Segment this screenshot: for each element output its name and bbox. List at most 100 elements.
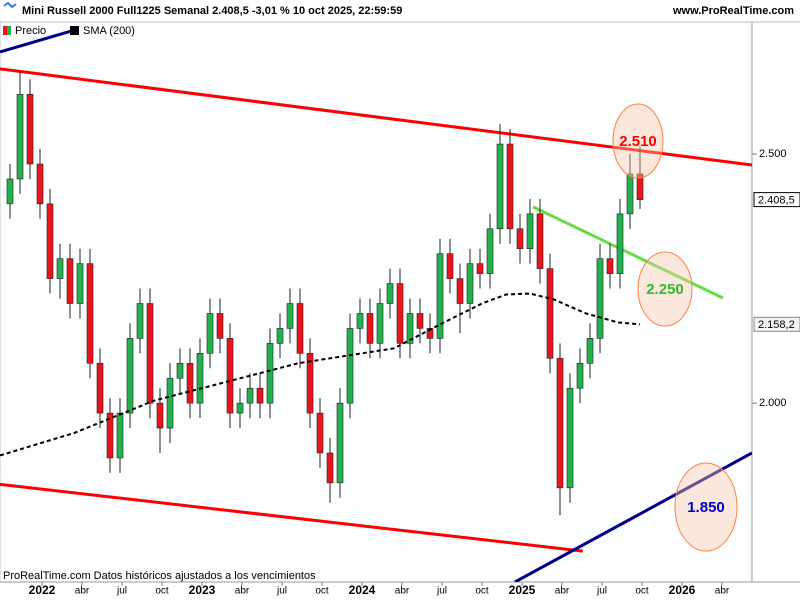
candle-body bbox=[416, 313, 424, 329]
sma-line bbox=[0, 292, 641, 457]
trend-line bbox=[514, 451, 752, 582]
candle-body bbox=[316, 412, 324, 454]
candle-body bbox=[186, 362, 194, 404]
legend-icon bbox=[70, 26, 79, 35]
candle-body bbox=[346, 328, 354, 404]
price-box bbox=[753, 192, 800, 208]
candle-body bbox=[236, 402, 244, 414]
candle-body bbox=[446, 253, 454, 279]
candle-body bbox=[6, 178, 14, 205]
candle-body bbox=[96, 362, 104, 414]
candle-body bbox=[556, 357, 564, 489]
x-tick-label: 2024 bbox=[349, 583, 376, 597]
trend-line bbox=[0, 28, 76, 54]
candle-body bbox=[56, 258, 64, 279]
candle-body bbox=[266, 343, 274, 404]
annotation-label: 2.510 bbox=[619, 133, 657, 150]
candle-body bbox=[576, 362, 584, 389]
x-tick-label: jul bbox=[436, 586, 447, 597]
legend-label: Precio bbox=[15, 25, 46, 37]
candle-body bbox=[466, 263, 474, 304]
candle-body bbox=[156, 402, 164, 429]
candle-body bbox=[136, 303, 144, 339]
candle-body bbox=[496, 143, 504, 230]
candle-body bbox=[116, 412, 124, 459]
source: www.ProRealTime.com bbox=[672, 5, 794, 17]
x-tick-label: jul bbox=[596, 586, 607, 597]
candle-body bbox=[176, 362, 184, 379]
x-tick-label: oct bbox=[635, 586, 649, 597]
legend-icon bbox=[3, 26, 7, 35]
candle-body bbox=[196, 353, 204, 404]
candle-body bbox=[396, 283, 404, 344]
candle-body bbox=[226, 338, 234, 414]
candle-body bbox=[476, 263, 484, 274]
candle-body bbox=[276, 328, 284, 344]
candle-body bbox=[456, 278, 464, 304]
candle-body bbox=[516, 228, 524, 249]
candle-body bbox=[506, 143, 514, 230]
trend-line bbox=[0, 67, 752, 167]
candle-body bbox=[436, 253, 444, 339]
x-tick-label: 2025 bbox=[509, 583, 536, 597]
price-label: 2.158,2 bbox=[758, 319, 795, 331]
candle-body bbox=[426, 328, 434, 339]
candle-body bbox=[566, 387, 574, 489]
candle-body bbox=[126, 338, 134, 414]
annotation-circle bbox=[637, 251, 693, 327]
candle-body bbox=[526, 213, 534, 249]
candle-body bbox=[596, 258, 604, 339]
candle-body bbox=[286, 303, 294, 329]
price-box bbox=[753, 316, 800, 332]
annotation-label: 1.850 bbox=[687, 499, 725, 516]
x-tick-label: 2023 bbox=[189, 583, 216, 597]
chart-title: Mini Russell 2000 Full1225 Semanal 2.408… bbox=[22, 5, 402, 17]
x-tick-label: abr bbox=[395, 586, 410, 597]
header-icon bbox=[3, 1, 17, 9]
x-tick-label: abr bbox=[75, 586, 90, 597]
candle-body bbox=[376, 303, 384, 344]
plot-area bbox=[0, 21, 753, 583]
candle-body bbox=[46, 203, 54, 279]
candle-body bbox=[606, 258, 614, 274]
annotation-label: 2.250 bbox=[646, 281, 684, 298]
annotation-circle bbox=[612, 103, 664, 179]
y-tick-label: 2.500 bbox=[759, 148, 787, 160]
candle-body bbox=[66, 258, 74, 304]
candle-body bbox=[106, 412, 114, 459]
candle-body bbox=[336, 402, 344, 484]
candle-body bbox=[546, 268, 554, 359]
candle-body bbox=[626, 173, 634, 215]
candle-body bbox=[26, 93, 34, 165]
x-tick-label: oct bbox=[475, 586, 489, 597]
footer: ProRealTime.com Datos históricos ajustad… bbox=[3, 570, 316, 582]
annotation-circle bbox=[674, 462, 738, 552]
legend-label: SMA (200) bbox=[83, 25, 135, 37]
price-label: 2.408,5 bbox=[758, 195, 795, 207]
candle-body bbox=[616, 213, 624, 274]
candle-body bbox=[166, 377, 174, 429]
candle-body bbox=[356, 313, 364, 329]
candle-body bbox=[306, 353, 314, 414]
x-tick-label: oct bbox=[315, 586, 329, 597]
candle-body bbox=[406, 313, 414, 344]
candle-body bbox=[206, 313, 214, 354]
candle-body bbox=[16, 93, 24, 180]
candle-body bbox=[86, 263, 94, 364]
candle-body bbox=[216, 313, 224, 339]
y-tick-label: 2.000 bbox=[759, 397, 787, 409]
legend-icon bbox=[7, 26, 11, 35]
x-tick-label: 2022 bbox=[29, 583, 56, 597]
candle-body bbox=[36, 163, 44, 205]
candle-body bbox=[366, 313, 374, 344]
candle-body bbox=[386, 283, 394, 304]
x-tick-label: 2026 bbox=[669, 583, 696, 597]
x-tick-label: jul bbox=[116, 586, 127, 597]
plot bbox=[0, 28, 752, 582]
candle-body bbox=[256, 387, 264, 404]
x-tick-label: abr bbox=[555, 586, 570, 597]
candle-body bbox=[586, 338, 594, 364]
x-tick-label: abr bbox=[235, 586, 250, 597]
